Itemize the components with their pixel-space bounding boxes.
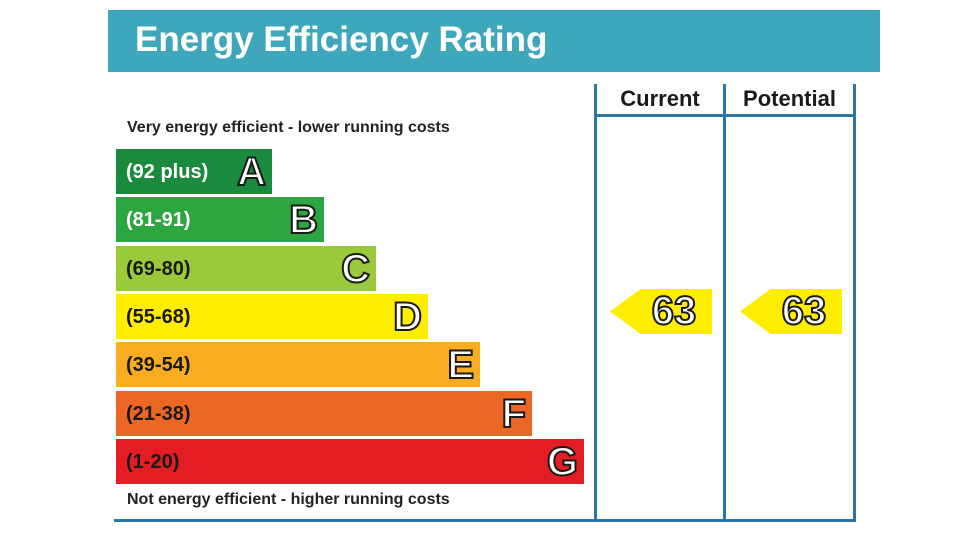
frame-right-line [853, 84, 856, 522]
band-range-label: (81-91) [126, 209, 191, 232]
current-rating-arrow: 63 [610, 289, 712, 334]
frame-header-line [594, 114, 856, 117]
note-efficient: Very energy efficient - lower running co… [127, 119, 450, 136]
band-e: (39-54) E [116, 342, 480, 388]
column-header-potential: Potential [743, 86, 836, 111]
band-range-label: (21-38) [126, 402, 191, 425]
band-range-label: (92 plus) [126, 161, 209, 183]
note-inefficient: Not energy efficient - higher running co… [127, 491, 450, 508]
potential-rating-value: 63 [781, 289, 828, 334]
header-banner: Energy Efficiency Rating [108, 10, 880, 72]
band-letter: A [236, 149, 267, 195]
band-d: (55-68) D [116, 293, 428, 340]
band-letter: F [501, 391, 527, 437]
band-g: (1-20) G [116, 438, 584, 485]
band-range-label: (39-54) [126, 354, 191, 377]
band-range-label: (55-68) [126, 305, 191, 328]
current-rating-value: 63 [651, 289, 698, 334]
band-letter: G [546, 439, 579, 485]
potential-rating-arrow: 63 [740, 289, 842, 334]
band-letter: E [446, 342, 475, 388]
band-b: (81-91) B [116, 197, 324, 243]
band-a: (92 plus) A [116, 149, 272, 195]
band-letter: C [340, 246, 371, 292]
band-f: (21-38) F [116, 390, 532, 437]
band-c: (69-80) C [116, 245, 376, 292]
band-range-label: (69-80) [126, 257, 191, 280]
frame-mid-line [723, 84, 726, 522]
frame-left-line [594, 84, 597, 522]
column-header-current: Current [620, 86, 700, 111]
band-letter: B [288, 197, 319, 243]
band-letter: D [392, 294, 423, 340]
band-range-label: (1-20) [126, 450, 180, 473]
chart-title: Energy Efficiency Rating [135, 20, 548, 59]
frame-bottom-line [114, 519, 856, 522]
